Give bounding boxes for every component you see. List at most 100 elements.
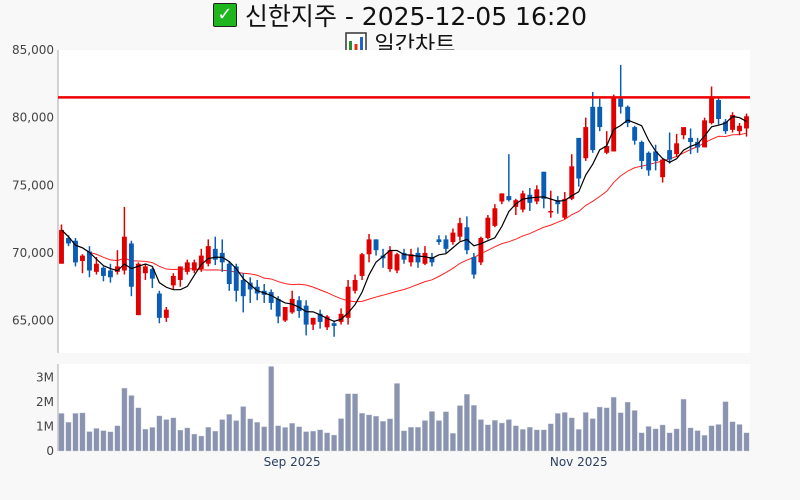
volume-bar <box>373 415 379 452</box>
candle-down <box>436 239 442 243</box>
candle-up <box>205 246 211 264</box>
candle-down <box>66 238 71 244</box>
volume-bar <box>694 430 701 452</box>
volume-bar <box>743 432 750 452</box>
volume-bar <box>505 419 512 452</box>
volume-bar <box>659 424 666 452</box>
volume-bar <box>121 387 128 452</box>
volume-bar <box>401 430 407 452</box>
volume-bar <box>652 428 659 452</box>
candle-down <box>590 106 596 151</box>
volume-bar <box>492 420 498 452</box>
price-tick-label: 85,000 <box>12 43 54 57</box>
candle-up <box>177 266 183 280</box>
volume-bar <box>212 430 219 452</box>
price-tick-label: 75,000 <box>12 178 54 192</box>
volume-bar <box>268 366 275 452</box>
candle-down <box>632 127 638 141</box>
volume-bar <box>387 418 393 452</box>
candle-down <box>506 196 512 201</box>
candle-down <box>618 98 624 107</box>
candle-up <box>492 208 498 226</box>
volume-bar <box>352 393 358 452</box>
candle-up <box>184 262 190 272</box>
candle-down <box>268 292 274 303</box>
price-y-ticks: 65,000 70,000 75,000 80,000 85,000 <box>12 43 54 328</box>
volume-tick-label: 0 <box>46 444 54 458</box>
candle-down <box>107 270 113 278</box>
volume-bar <box>142 428 149 452</box>
candle-down <box>667 150 673 160</box>
volume-bar <box>722 401 729 452</box>
ma5-line <box>61 115 747 322</box>
candle-up <box>359 254 365 276</box>
volume-tick-label: 2M <box>36 395 54 409</box>
volume-bar <box>701 435 708 452</box>
candle-down <box>247 282 253 290</box>
volume-bar <box>645 426 652 452</box>
candle-down <box>149 269 155 279</box>
volume-bar <box>177 429 184 452</box>
candle-down <box>240 279 246 297</box>
candle-up <box>422 252 428 264</box>
candle-up <box>660 159 666 178</box>
ma20-line-group <box>61 132 747 303</box>
candle-down <box>464 227 470 251</box>
volume-bar <box>624 401 631 452</box>
candle-down <box>233 266 239 291</box>
volume-bar <box>561 412 568 452</box>
check-mark-icon: ✓ <box>212 3 237 27</box>
volume-bar <box>100 430 107 452</box>
candle-up <box>499 193 505 202</box>
candle-up <box>534 189 540 202</box>
volume-bar <box>499 422 505 452</box>
candle-down <box>373 239 379 251</box>
volume-bar <box>317 429 323 452</box>
candle-up <box>450 232 456 243</box>
candle-down <box>625 106 631 124</box>
volume-bar <box>729 421 736 452</box>
candle-up <box>394 254 400 271</box>
candle-up <box>345 286 351 318</box>
volume-bar <box>331 434 337 452</box>
chart-title-text: 신한지주 - 2025-12-05 16:20 <box>244 2 588 31</box>
candle-up <box>198 255 204 270</box>
candle-down <box>443 239 449 249</box>
candle-down <box>429 256 435 263</box>
volume-bar <box>149 427 156 452</box>
volume-bar <box>345 393 351 452</box>
volume-bar <box>687 427 694 452</box>
candle-down <box>471 256 477 275</box>
volume-bar <box>107 431 114 452</box>
volume-bar <box>603 407 610 452</box>
volume-bar <box>673 428 680 452</box>
price-tick-label: 65,000 <box>12 314 54 328</box>
volume-bar <box>128 395 135 452</box>
candle-down <box>226 263 232 285</box>
volume-bar <box>254 422 261 452</box>
volume-bar <box>93 428 100 452</box>
candle-up <box>562 198 568 218</box>
volume-bar <box>589 418 596 452</box>
candle-down <box>639 141 645 161</box>
candle-down <box>415 252 421 263</box>
volume-bar <box>156 415 163 452</box>
candle-up <box>170 275 176 286</box>
candle-up <box>709 97 715 124</box>
candle-up <box>142 266 148 274</box>
candle-up <box>289 298 295 313</box>
volume-bar <box>471 405 477 452</box>
volume-bar <box>708 425 715 452</box>
volume-bar <box>478 419 484 452</box>
volume-bar <box>443 411 449 452</box>
candle-down <box>597 106 603 128</box>
candle-down <box>100 267 106 276</box>
volume-bar <box>554 413 561 452</box>
candle-down <box>688 137 694 142</box>
volume-bar <box>366 414 372 452</box>
price-tick-label: 80,000 <box>12 111 54 125</box>
candle-down <box>716 100 721 119</box>
candle-up <box>674 143 680 155</box>
volume-bar <box>205 426 212 452</box>
